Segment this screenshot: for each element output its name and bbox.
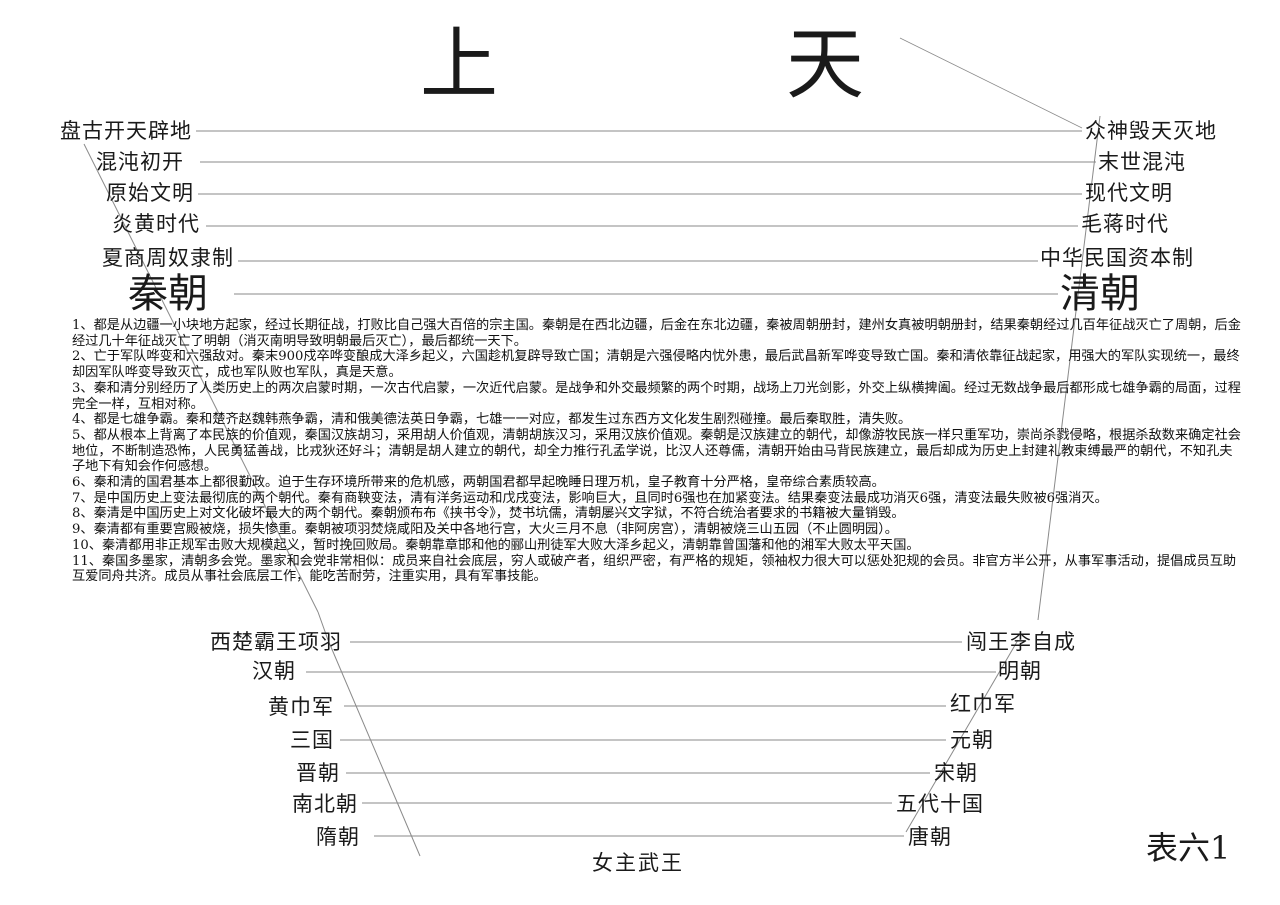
right-dynasty-7: 唐朝	[908, 825, 952, 849]
right-era-2: 末世混沌	[1098, 150, 1186, 174]
diagonal-left-mid	[317, 611, 329, 641]
left-dynasty-4: 三国	[290, 728, 334, 752]
left-dynasty-7: 隋朝	[316, 825, 360, 849]
title-char-right: 天	[786, 20, 865, 110]
dynasty-qing: 清朝	[1060, 271, 1140, 317]
note-1: 1、都是从边疆一小块地方起家，经过长期征战，打败比自己强大百倍的宗主国。秦朝是在…	[72, 318, 1241, 349]
left-dynasty-3: 黄巾军	[268, 695, 334, 719]
note-8: 8、秦清是中国历史上对文化破坏最大的两个朝代。秦朝颁布布《挟书令》，焚书坑儒，清…	[72, 506, 905, 522]
note-10: 10、秦清都用非正规军击败大规模起义，暂时挽回败局。秦朝靠章邯和他的郦山刑徒军大…	[72, 537, 920, 553]
diagonal-left-upper	[83, 143, 319, 613]
bottom-center-label: 女主武王	[592, 851, 684, 875]
diagonal-right-lower	[905, 639, 1019, 833]
right-dynasty-4: 元朝	[950, 728, 994, 752]
left-era-4: 炎黄时代	[112, 212, 200, 236]
right-dynasty-6: 五代十国	[896, 792, 984, 816]
left-dynasty-6: 南北朝	[292, 792, 358, 816]
diagonal-right-upper	[1037, 115, 1101, 621]
left-dynasty-1: 西楚霸王项羽	[210, 630, 342, 654]
left-era-3: 原始文明	[106, 181, 194, 205]
right-dynasty-3: 红巾军	[950, 692, 1016, 716]
diagonal-right-top	[899, 37, 1083, 129]
note-2: 2、亡于军队哗变和六强敌对。秦末900戍卒哗变酿成大泽乡起义，六国趁机复辟导致亡…	[72, 349, 1240, 381]
note-7: 7、是中国历史上变法最彻底的两个朝代。秦有商鞅变法，清有洋务运动和戊戌变法，影响…	[72, 490, 1108, 506]
note-9: 9、秦清都有重要宫殿被烧，损失惨重。秦朝被项羽焚烧咸阳及关中各地行宫，大火三月不…	[72, 522, 898, 538]
note-3: 3、秦和清分别经历了人类历史上的两次启蒙时期，一次古代启蒙，一次近代启蒙。是战争…	[72, 380, 1241, 412]
right-era-3: 现代文明	[1085, 181, 1173, 205]
left-era-5: 夏商周奴隶制	[102, 246, 234, 270]
right-era-5: 中华民国资本制	[1040, 246, 1194, 270]
right-dynasty-1: 闯王李自成	[966, 630, 1076, 654]
right-dynasty-5: 宋朝	[934, 761, 978, 785]
right-era-1: 众神毁天灭地	[1085, 119, 1217, 143]
note-6: 6、秦和清的国君基本上都很勤政。迫于生存环境所带来的危机感，两朝国君都早起晚睡日…	[72, 475, 885, 491]
table-number: 表六1	[1146, 829, 1231, 867]
right-era-4: 毛蒋时代	[1081, 212, 1169, 236]
left-dynasty-2: 汉朝	[252, 659, 296, 683]
note-11: 11、秦国多墨家，清朝多会党。墨家和会党非常相似：成员来自社会底层，穷人或破产者…	[72, 553, 1237, 585]
note-4: 4、都是七雄争霸。秦和楚齐赵魏韩燕争霸，清和俄美德法英日争霸，七雄一一对应，都发…	[72, 412, 912, 428]
left-era-2: 混沌初开	[96, 150, 184, 174]
diagonal-left-lower	[327, 639, 421, 857]
comparison-notes: 1、都是从边疆一小块地方起家，经过长期征战，打败比自己强大百倍的宗主国。秦朝是在…	[72, 318, 1242, 585]
right-dynasty-2: 明朝	[998, 659, 1042, 683]
left-dynasty-5: 晋朝	[296, 761, 340, 785]
note-5: 5、都从根本上背离了本民族的价值观，秦国汉族胡习，采用胡人价值观，清朝胡族汉习，…	[72, 427, 1241, 475]
dynasty-qin: 秦朝	[128, 271, 208, 317]
title-char-left: 上	[420, 20, 499, 110]
left-era-1: 盘古开天辟地	[60, 119, 192, 143]
